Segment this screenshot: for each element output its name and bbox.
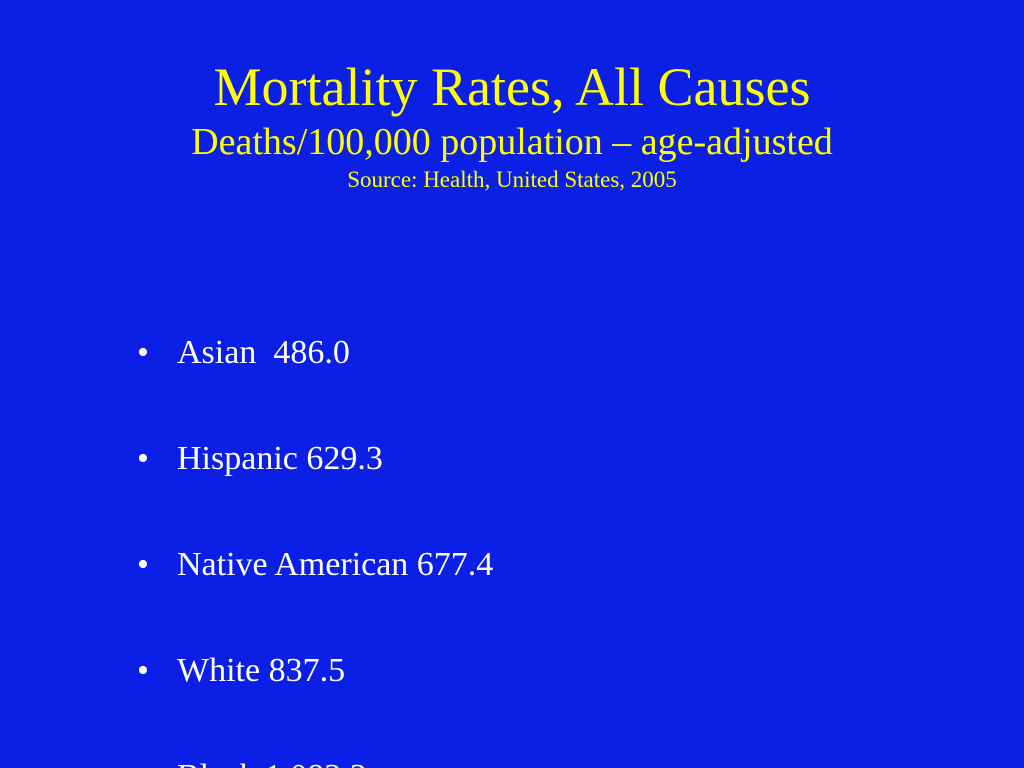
bullet-icon: • (137, 440, 149, 477)
list-item-text: Native American 677.4 (177, 546, 494, 583)
list-item-text: Black 1,083.3 (177, 758, 367, 768)
list-item: • White 837.5 (86, 593, 493, 689)
title-block: Mortality Rates, All Causes Deaths/100,0… (0, 56, 1024, 194)
slide-subtitle: Deaths/100,000 population – age-adjusted (191, 121, 833, 163)
bullet-icon: • (137, 546, 149, 583)
slide-title: Mortality Rates, All Causes (213, 57, 811, 117)
bullet-icon: • (137, 652, 149, 689)
list-item: •Black 1,083.3 (86, 699, 493, 768)
bullet-list: • Asian 486.0 • Hispanic 629.3 • Native Ame… (86, 275, 493, 768)
bullet-icon: • (137, 751, 177, 768)
bullet-icon: • (137, 334, 149, 371)
source-note: Source: Health, United States, 2005 (347, 167, 677, 192)
list-item: • Hispanic 629.3 (86, 381, 493, 477)
list-item-text: Asian 486.0 (177, 334, 350, 371)
list-item-text: Hispanic 629.3 (177, 440, 383, 477)
list-item: • Asian 486.0 (86, 275, 493, 371)
list-item: • Native American 677.4 (86, 487, 493, 583)
list-item-text: White 837.5 (177, 652, 346, 689)
